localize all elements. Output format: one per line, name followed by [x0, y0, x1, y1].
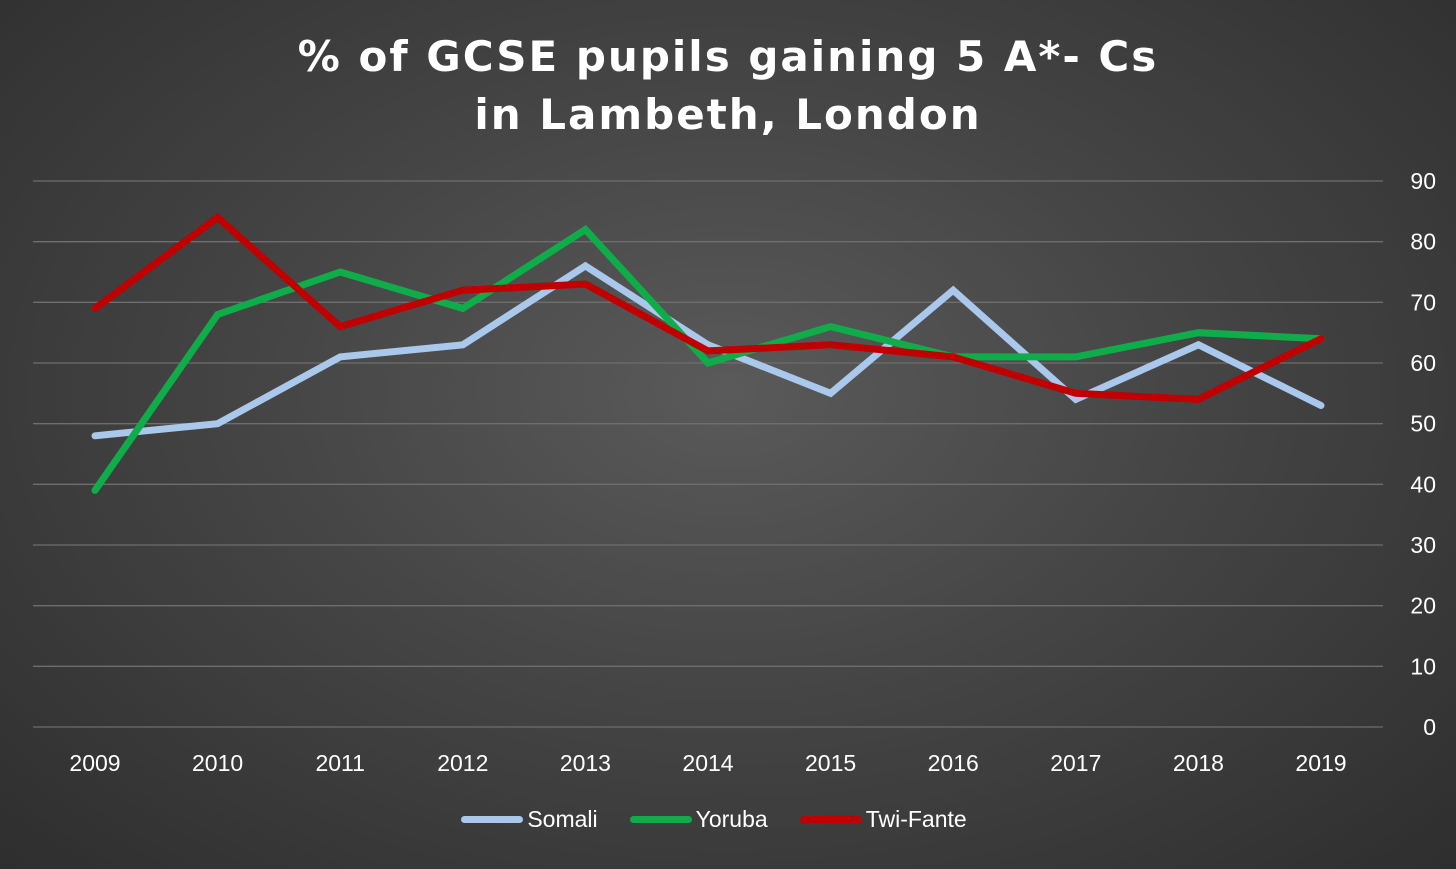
legend-swatch [629, 816, 692, 823]
legend-label: Twi-Fante [865, 806, 967, 832]
series-line-somali [91, 261, 1325, 440]
legend-swatch [799, 816, 862, 823]
y-tick-label: 50 [1410, 411, 1436, 437]
legend-item-yoruba: Yoruba [629, 806, 796, 833]
x-tick-label: 2011 [315, 750, 364, 776]
x-tick-label: 2013 [560, 750, 611, 776]
y-tick-label: 90 [1410, 168, 1436, 194]
x-tick-label: 2015 [805, 750, 856, 776]
x-tick-label: 2018 [1173, 750, 1224, 776]
x-tick-label: 2014 [682, 750, 733, 776]
y-tick-label: 20 [1410, 593, 1436, 619]
y-tick-label: 10 [1410, 653, 1436, 679]
x-tick-label: 2019 [1295, 750, 1346, 776]
series-lines [91, 212, 1325, 494]
x-tick-label: 2017 [1050, 750, 1101, 776]
y-tick-label: 70 [1410, 289, 1436, 315]
legend: Somali Yoruba Twi-Fante [0, 806, 1456, 833]
y-tick-label: 0 [1423, 714, 1436, 740]
y-tick-label: 40 [1410, 471, 1436, 497]
gridlines [33, 180, 1383, 728]
chart-title-line-2: in Lambeth, London [474, 90, 982, 139]
legend-item-twi-fante: Twi-Fante [799, 806, 995, 833]
y-tick-label: 30 [1410, 532, 1436, 558]
x-tick-label: 2016 [928, 750, 979, 776]
x-axis-ticks: 2009 2010 2011 2012 2013 2014 2015 2016 2017 2018… [69, 750, 1346, 776]
x-tick-label: 2012 [437, 750, 488, 776]
legend-label: Somali [527, 806, 598, 832]
legend-item-somali: Somali [461, 806, 625, 833]
y-tick-label: 80 [1410, 229, 1436, 255]
y-axis-ticks: 0 10 20 30 40 50 60 70 80 90 [1410, 168, 1436, 740]
chart-title-line-1: % of GCSE pupils gaining 5 A*- Cs [297, 32, 1159, 81]
series-line-twi-fante [91, 212, 1325, 403]
chart-title: % of GCSE pupils gaining 5 A*- Cs in Lam… [0, 28, 1456, 144]
y-tick-label: 60 [1410, 350, 1436, 376]
legend-label: Yoruba [695, 806, 768, 832]
x-tick-label: 2009 [69, 750, 120, 776]
x-tick-label: 2010 [192, 750, 243, 776]
legend-swatch [461, 816, 524, 823]
